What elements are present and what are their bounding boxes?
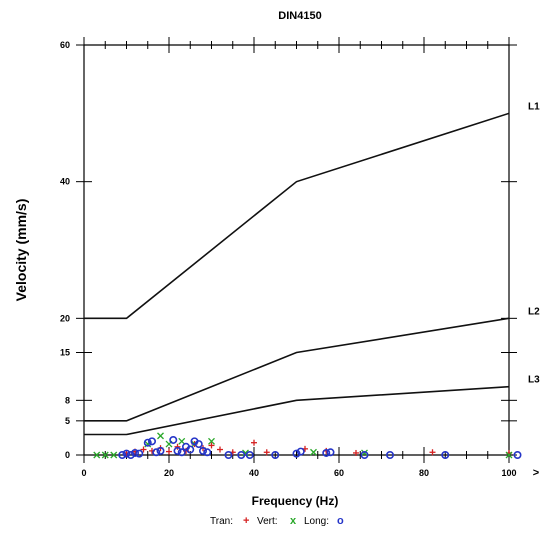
vert-point	[178, 437, 186, 445]
vert-point	[242, 449, 249, 457]
long-point	[152, 448, 161, 457]
y-axis-label: Velocity (mm/s)	[13, 199, 29, 302]
series-label-l3: L3	[528, 375, 540, 386]
tran-point	[140, 446, 147, 453]
long-point	[156, 446, 165, 455]
tran-point	[251, 439, 257, 446]
y-tick-label: 20	[60, 313, 70, 323]
long-point	[118, 450, 127, 459]
long-point	[385, 450, 394, 459]
y-tick-label: 8	[65, 395, 70, 405]
tran-point	[166, 448, 172, 455]
vert-point-b	[242, 449, 249, 457]
tran-point	[208, 442, 215, 449]
x-tick-label: 0	[81, 468, 86, 478]
tick-labels: 0 5 8 15 20 40 60 0 20 40 60 80 100 > L1 L2 L3	[60, 40, 540, 479]
long-point	[360, 450, 369, 459]
long-point	[126, 450, 135, 459]
long-point	[326, 448, 335, 457]
vert-point	[361, 449, 368, 457]
vert-point-b	[178, 437, 186, 445]
long-point	[237, 450, 246, 459]
series-lines	[84, 112, 510, 436]
x-tick-label: 80	[419, 468, 429, 478]
vert-point	[110, 451, 118, 459]
overflow-marker: >	[533, 467, 539, 479]
long-point	[322, 448, 331, 457]
long-point	[513, 450, 522, 459]
long-point	[143, 438, 152, 447]
x-tick-label: 100	[501, 468, 516, 478]
long-point	[186, 445, 195, 454]
vert-point-b	[101, 451, 109, 459]
y-tick-label: 60	[60, 40, 70, 50]
vert-point	[157, 432, 164, 440]
long-point	[271, 450, 280, 459]
y-tick-label: 40	[60, 177, 70, 187]
legend: Tran: + Vert: x Long: o	[210, 515, 344, 527]
long-point	[148, 437, 157, 446]
long-point	[122, 449, 131, 458]
tran-point	[429, 449, 436, 456]
long-point	[292, 449, 301, 458]
tran-point	[263, 449, 270, 456]
scatter-points	[93, 432, 522, 459]
y-tick-label: 15	[60, 348, 70, 358]
vert-point-b	[157, 432, 164, 440]
long-point	[203, 448, 212, 457]
long-point	[224, 450, 233, 459]
long-point	[194, 440, 203, 449]
series-line-l1	[84, 112, 510, 320]
long-point	[173, 446, 182, 455]
vert-point	[208, 437, 215, 445]
long-point	[177, 448, 186, 457]
legend-symbol: +	[243, 515, 249, 527]
long-point	[169, 435, 178, 444]
series-line-l3	[84, 385, 510, 436]
series-label-l2: L2	[528, 306, 540, 317]
chart-title: DIN4150	[278, 10, 321, 22]
x-axis-label: Frequency (Hz)	[252, 494, 339, 508]
vert-point	[310, 448, 317, 456]
x-tick-label: 40	[249, 468, 259, 478]
series-line-l2	[84, 317, 510, 422]
vert-point-b	[505, 451, 513, 459]
series-label-l1: L1	[528, 101, 540, 112]
y-tick-label: 5	[65, 416, 70, 426]
plot-axes	[76, 37, 517, 463]
vert-point-b	[208, 437, 215, 445]
tran-point	[353, 449, 359, 456]
long-point	[131, 448, 140, 457]
vert-point-b	[361, 449, 368, 457]
vert-point-b	[110, 451, 118, 459]
tran-point	[217, 446, 223, 453]
legend-label: Tran:	[210, 516, 233, 527]
vert-point	[93, 451, 101, 459]
x-tick-label: 20	[164, 468, 174, 478]
y-tick-label: 0	[65, 450, 70, 460]
tran-point	[174, 443, 181, 450]
long-point	[135, 449, 144, 458]
x-tick-label: 60	[334, 468, 344, 478]
long-point	[296, 447, 305, 456]
long-point	[441, 450, 450, 459]
long-point	[245, 450, 254, 459]
legend-symbol: o	[337, 515, 344, 527]
legend-symbol: x	[290, 515, 297, 527]
legend-label: Long:	[304, 516, 329, 527]
legend-label: Vert:	[257, 516, 278, 527]
long-point	[199, 446, 208, 455]
vert-point	[101, 451, 109, 459]
vert-point	[505, 451, 513, 459]
vert-point-b	[93, 451, 101, 459]
vert-point-b	[310, 448, 317, 456]
